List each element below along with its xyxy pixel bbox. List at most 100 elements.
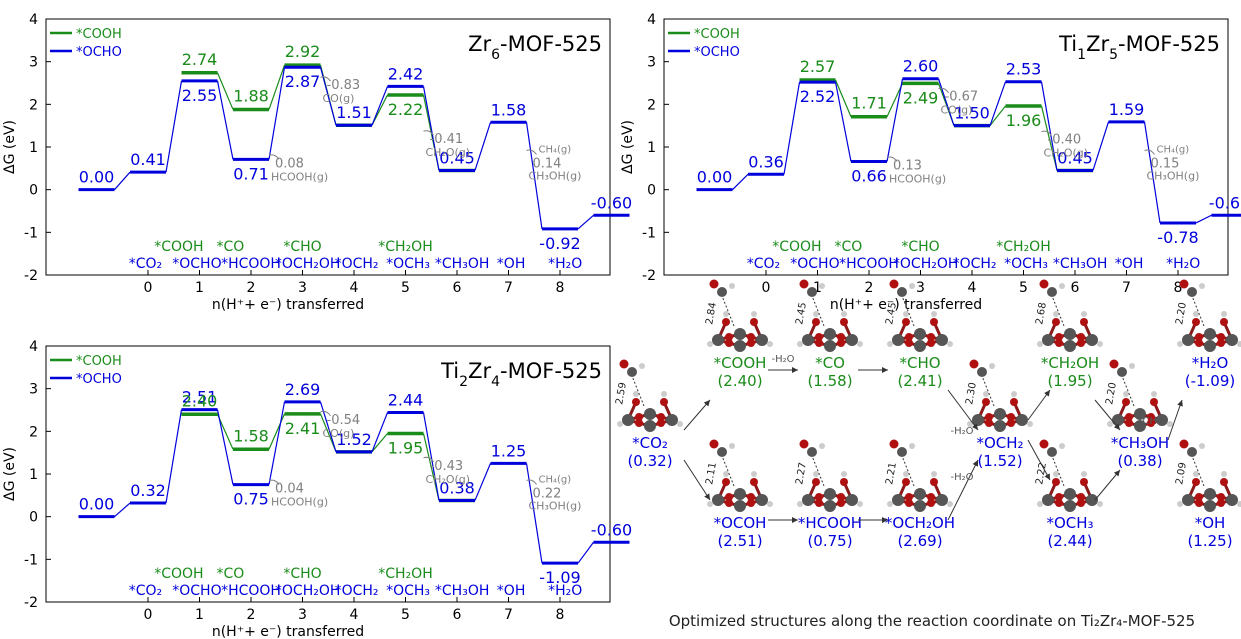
side-product-species: CO(g) <box>323 427 355 440</box>
zr-atom <box>1134 408 1146 420</box>
hydrogen-atom <box>967 421 973 427</box>
zr-atom <box>622 414 634 426</box>
ocho-value-label: 1.58 <box>491 100 527 119</box>
chart-panel-2: 4 3 2 1 0 -1 -2 0 1 2 3 4 5 6 7 8 ΔG (eV) n(H⁺+ e⁻) trans… <box>620 12 1241 313</box>
zr-atom <box>1134 420 1146 432</box>
x-axis-label: n(H⁺+ e⁻) transferred <box>212 624 364 639</box>
hydrogen-atom <box>751 311 757 317</box>
bond-distance-label: 2.20 <box>1104 382 1119 406</box>
ocho-value-label: -0.60 <box>591 520 632 539</box>
ocho-value-label: 1.52 <box>336 430 372 449</box>
zr-atom <box>1226 334 1238 346</box>
oxygen-atom <box>1010 398 1018 406</box>
oxygen-atom <box>902 478 910 486</box>
molecule-cluster: 2.27 *HCOOH(0.75) <box>794 439 863 550</box>
green-species-label: *CH₂OH <box>378 566 432 582</box>
oxygen-atom <box>837 499 845 507</box>
x-tick-label: 0 <box>144 280 153 296</box>
y-axis-label: ΔG (eV) <box>620 120 636 174</box>
side-product-species: CH₄(g) <box>1157 144 1190 155</box>
blue-species-label: *OCH₃ <box>386 583 430 599</box>
adsorbate-oxygen <box>1109 359 1119 369</box>
bond-distance-label: 2.27 <box>794 462 809 486</box>
x-tick-label: 3 <box>916 280 925 296</box>
ocho-series-connector <box>474 463 492 501</box>
blue-species-label: *CO₂ <box>129 256 162 272</box>
y-tick-label: -2 <box>24 268 38 284</box>
ocho-value-label: 0.75 <box>233 490 269 509</box>
adsorbate-hydrogen <box>1199 283 1205 289</box>
oxygen-atom <box>927 493 935 501</box>
structure-name: *COOH <box>714 354 767 372</box>
panel-title: Zr6-MOF-525 <box>468 32 602 63</box>
hydrogen-atom <box>813 311 819 317</box>
x-axis-label: n(H⁺+ e⁻) transferred <box>830 297 982 313</box>
side-product-species: CH₃OH(g) <box>529 499 582 512</box>
oxygen-atom <box>725 499 733 507</box>
oxygen-atom <box>722 318 730 326</box>
side-product-value: 0.08 <box>275 156 304 171</box>
hydrogen-atom <box>931 471 937 477</box>
oxygen-atom <box>1217 333 1225 341</box>
x-tick-label: 3 <box>298 280 307 296</box>
side-product-arrow <box>423 456 434 463</box>
cooh-value-label: 1.88 <box>233 86 269 105</box>
blue-species-label: *OCH₂OH <box>275 256 340 272</box>
ocho-series-connector <box>422 412 440 501</box>
reaction-arrow <box>683 399 711 431</box>
zr-atom <box>1064 488 1076 500</box>
side-product-arrow <box>268 479 280 485</box>
zr-atom <box>994 420 1006 432</box>
legend-label-ocho: *OCHO <box>694 45 740 60</box>
structure-energy: (-1.09) <box>1185 372 1236 390</box>
blue-species-label: *CH₃OH <box>435 583 489 599</box>
side-product-species: CH₄(g) <box>539 144 572 155</box>
oxygen-atom <box>747 333 755 341</box>
hydrogen-atom <box>797 501 803 507</box>
hydrogen-atom <box>857 341 863 347</box>
side-product-arrow <box>886 156 898 162</box>
ocho-series-connector <box>1195 214 1212 224</box>
adsorbate-hydrogen <box>1129 363 1135 369</box>
blue-species-label: *CH₃OH <box>1053 256 1107 272</box>
oxygen-atom <box>1195 333 1203 341</box>
cooh-series-connector <box>886 83 904 117</box>
green-species-label: *CH₂OH <box>378 239 432 255</box>
hydrogen-atom <box>947 341 953 347</box>
zr-atom <box>712 334 724 346</box>
hydrogen-atom <box>1167 421 1173 427</box>
zr-atom <box>756 494 768 506</box>
hydrogen-atom <box>677 421 683 427</box>
x-tick-label: 2 <box>247 607 256 623</box>
bond-distance-label: 2.09 <box>1174 462 1189 486</box>
green-species-label: *CO <box>217 239 245 255</box>
side-product-arrow <box>1041 130 1052 136</box>
blue-species-label: *OCH₃ <box>386 256 430 272</box>
adsorbate-oxygen <box>709 279 719 289</box>
bond-distance-line <box>901 295 915 327</box>
y-tick-label: 4 <box>29 12 38 28</box>
zr-atom <box>1226 494 1238 506</box>
plot-frame <box>45 18 611 276</box>
molecule-cluster: 2.45 *CHO(2.41) <box>884 279 953 390</box>
blue-species-label: *OH <box>497 256 526 272</box>
adsorbate-oxygen <box>1179 279 1189 289</box>
hydrogen-atom <box>617 421 623 427</box>
molecule-cluster: 2.68 *CH₂OH(1.95) <box>1034 279 1103 390</box>
hydrogen-atom <box>903 311 909 317</box>
oxygen-atom <box>722 478 730 486</box>
legend-label-cooh: *COOH <box>76 27 122 42</box>
oxygen-atom <box>837 333 845 341</box>
zr-atom <box>1064 328 1076 340</box>
structure-energy: (2.51) <box>717 532 762 550</box>
arrow-label: -H₂O <box>771 354 794 365</box>
x-tick-label: 6 <box>1071 280 1080 296</box>
adsorbate-carbon <box>897 447 907 457</box>
oxygen-atom <box>1125 413 1133 421</box>
